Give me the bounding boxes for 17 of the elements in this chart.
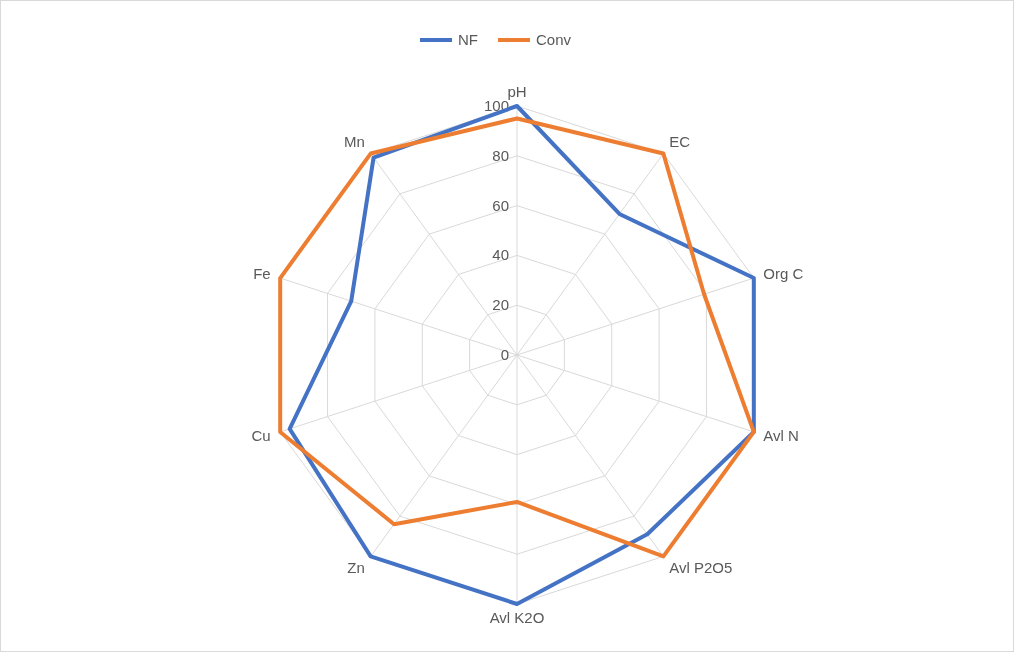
y-tick-label: 40 (492, 246, 509, 264)
spoke-label: pH (507, 83, 527, 100)
y-tick-label: 0 (500, 346, 509, 363)
legend-label: NF (458, 31, 478, 48)
spoke-label: Zn (347, 558, 365, 576)
legend-label: Conv (536, 31, 572, 48)
spoke-label: Avl K2O (489, 609, 545, 626)
spoke-label: Avl P2O5 (669, 558, 733, 576)
spoke-label: Mn (343, 133, 365, 151)
y-tick-label: 60 (492, 196, 509, 214)
spoke-label: Cu (251, 427, 271, 445)
spoke-label: Avl N (763, 427, 799, 445)
y-tick-label: 20 (492, 296, 509, 314)
spoke-label: EC (669, 133, 691, 151)
spoke-label: Org C (763, 264, 804, 282)
spoke-label: Fe (253, 264, 271, 282)
y-tick-label: 80 (492, 146, 509, 164)
